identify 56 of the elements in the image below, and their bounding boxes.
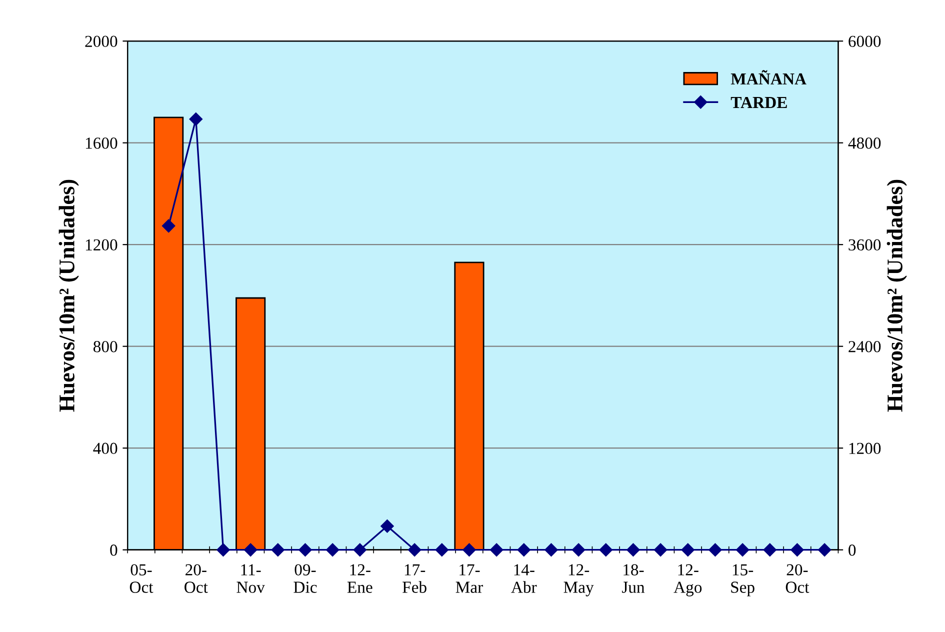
y2-tick-label: 0 [848, 544, 856, 556]
point [517, 543, 530, 556]
point [380, 520, 394, 533]
x-tick-label: 15- Sep [731, 564, 754, 596]
point [763, 543, 776, 556]
x-tick-label: 14- Abr [511, 564, 537, 593]
point [326, 543, 340, 556]
x-tick-label: 20- Oct [786, 564, 810, 593]
point [490, 543, 504, 556]
y-tick-label: 0 [110, 544, 118, 556]
point [271, 543, 284, 556]
point [435, 543, 448, 556]
x-tick-label: 11- Nov [236, 564, 265, 593]
y2-tick-label: 2400 [848, 341, 881, 352]
y2-tick-label: 3600 [848, 239, 881, 251]
point [216, 543, 230, 556]
y2-tick-label: 6000 [848, 36, 881, 48]
point [626, 543, 640, 556]
x-tick-label: 17- Mar [456, 564, 483, 593]
bar [454, 262, 484, 550]
bar [236, 297, 266, 550]
point [544, 543, 558, 556]
point [408, 543, 422, 556]
point [572, 543, 586, 556]
y-tick-label: 400 [93, 442, 118, 454]
x-tick-label: 12- May [564, 564, 594, 596]
point [353, 543, 366, 556]
y-tick-label: 800 [93, 341, 118, 352]
point [708, 543, 722, 556]
y-tick-label: 1600 [86, 138, 118, 149]
y-axis-title: Huevos/10m² (Unidades) [58, 180, 79, 412]
point [736, 543, 750, 556]
point [790, 543, 804, 556]
y-tick-label: 1200 [86, 239, 118, 251]
point [462, 543, 476, 556]
point [298, 543, 312, 556]
point [189, 112, 202, 126]
legend-label: MAÑANA [730, 70, 806, 84]
y2-axis-title: Huevos/10m² (Unidades) [886, 180, 907, 412]
point [599, 543, 612, 556]
point [818, 543, 832, 556]
x-tick-label: 05- Oct [130, 564, 154, 593]
y-tick-label: 2000 [85, 36, 118, 48]
y2-tick-label: 1200 [849, 442, 881, 454]
x-tick-label: 18- Jun [622, 564, 645, 593]
point [654, 543, 668, 556]
point [162, 219, 176, 233]
x-tick-label: 12- Ene [347, 564, 372, 593]
legend-label: TARDE [730, 96, 787, 108]
x-tick-label: 09- Dic [294, 564, 317, 593]
x-tick-label: 20- Oct [184, 564, 208, 593]
x-tick-label: 17- Feb [402, 564, 426, 593]
point [244, 543, 258, 556]
x-tick-label: 12- Ago [674, 564, 702, 596]
point [681, 543, 694, 556]
y2-tick-label: 4800 [848, 138, 881, 149]
